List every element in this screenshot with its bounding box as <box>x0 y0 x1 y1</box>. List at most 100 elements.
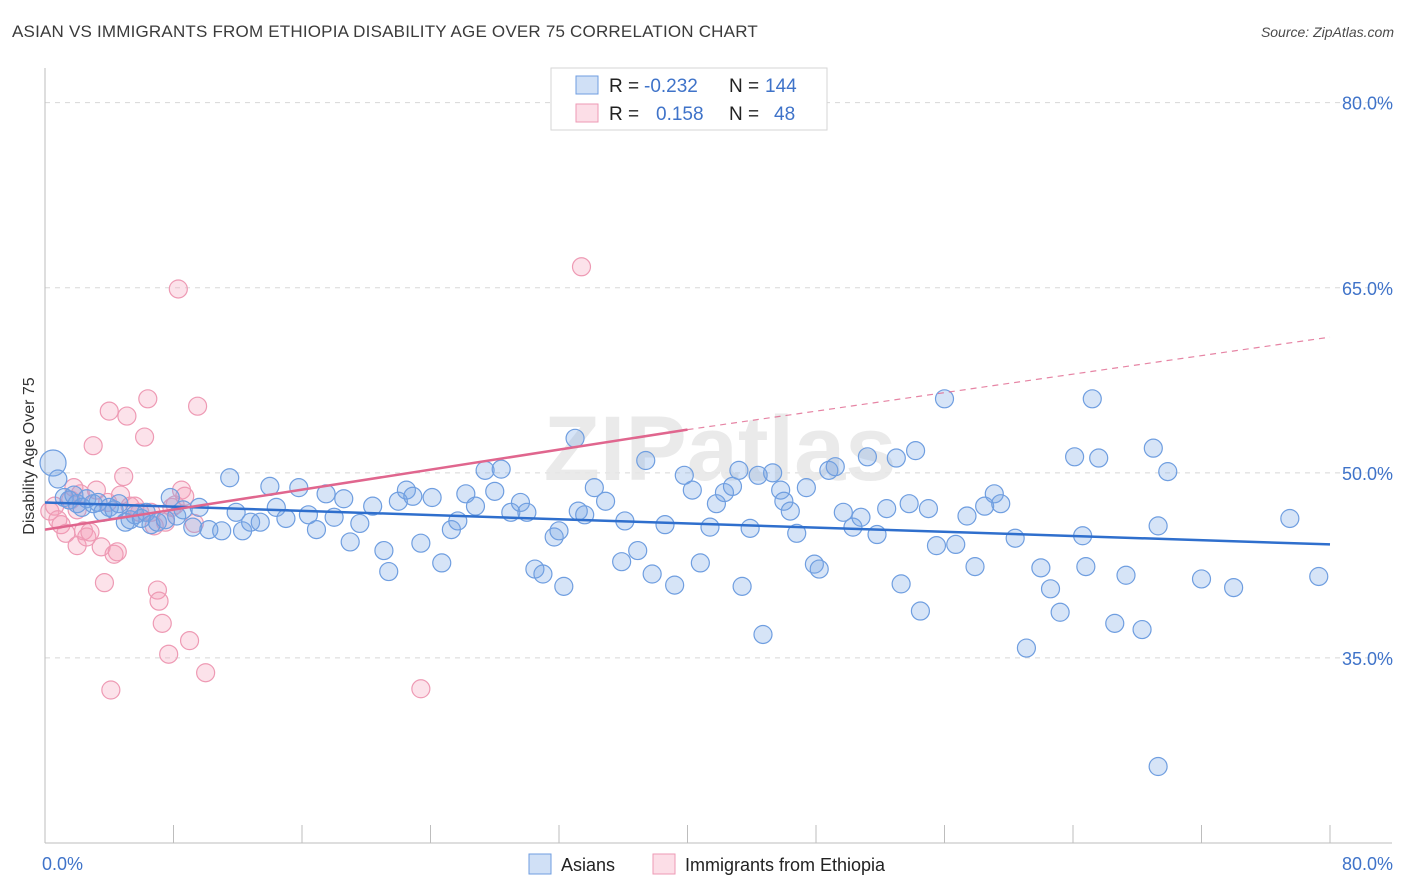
asian-point-68 <box>554 576 574 596</box>
asian-point-92 <box>753 624 773 645</box>
asian-point-82 <box>682 480 702 500</box>
asian-point-75 <box>612 552 632 572</box>
ethiopia-point-40 <box>179 631 200 651</box>
ethiopia-point-11 <box>80 522 100 542</box>
asian-point-37 <box>289 478 309 498</box>
asian-point-89 <box>732 576 752 596</box>
asian-point-80 <box>665 575 685 595</box>
asian-point-103 <box>833 502 853 522</box>
asian-point-108 <box>877 499 897 519</box>
asian-point-85 <box>706 494 727 514</box>
asian-point-123 <box>1005 528 1025 548</box>
asian-point-46 <box>374 540 394 561</box>
asian-point-98 <box>796 478 816 498</box>
asian-point-51 <box>411 533 431 553</box>
asian-point-43 <box>340 532 360 552</box>
asian-point-128 <box>1065 447 1085 467</box>
legend-n-label-2: N = <box>729 104 759 125</box>
asian-point-112 <box>905 441 926 461</box>
ethiopia-point-32 <box>152 613 172 633</box>
asian-point-48 <box>388 491 408 511</box>
asian-point-113 <box>910 601 931 621</box>
asian-point-91 <box>748 465 768 485</box>
bottom-legend-swatch-ethiopia <box>652 853 676 875</box>
asian-point-33 <box>250 512 270 532</box>
asian-trend-line <box>44 501 1331 546</box>
asian-point-135 <box>1132 619 1152 640</box>
asian-point-121 <box>984 484 1004 504</box>
legend-swatch-ethiopia <box>575 103 599 123</box>
y-tick-label-3: 80.0% <box>1342 94 1393 114</box>
asian-point-140 <box>1191 569 1212 589</box>
asian-point-76 <box>628 540 648 561</box>
asian-point-105 <box>851 507 871 527</box>
asian-point-127 <box>1050 602 1070 622</box>
y-axis-label: Disability Age Over 75 <box>21 377 38 535</box>
asian-point-9 <box>88 492 108 513</box>
asian-point-62 <box>510 492 531 513</box>
ethiopia-point-37 <box>168 279 188 299</box>
y-tick-label-2: 65.0% <box>1342 279 1393 299</box>
ethiopia-point-18 <box>104 544 124 564</box>
asian-point-1 <box>48 469 68 489</box>
asian-point-116 <box>934 389 955 409</box>
asian-point-79 <box>655 515 675 535</box>
asian-point-36 <box>276 508 296 529</box>
y-tick-label-1: 50.0% <box>1342 464 1393 484</box>
asian-point-88 <box>729 460 749 480</box>
legend-r-value-1: -0.232 <box>644 76 698 97</box>
asian-point-69 <box>565 428 585 448</box>
ethiopia-point-22 <box>117 406 137 426</box>
legend-n-value-1: 144 <box>765 76 797 97</box>
asian-point-78 <box>642 564 662 584</box>
ethiopia-point-27 <box>138 389 158 409</box>
ethiopia-point-34 <box>159 644 179 664</box>
bottom-legend-swatch-asians <box>528 853 552 875</box>
asian-point-133 <box>1105 613 1125 633</box>
bottom-legend-asians: Asians <box>561 855 615 875</box>
asian-point-45 <box>363 496 383 516</box>
asian-point-124 <box>1016 638 1037 658</box>
asian-point-28 <box>212 521 232 541</box>
ethiopia-point-43 <box>196 663 216 683</box>
asian-point-97 <box>787 523 807 543</box>
asian-point-90 <box>740 518 760 538</box>
chart-title: ASIAN VS IMMIGRANTS FROM ETHIOPIA DISABI… <box>12 22 758 41</box>
asian-point-58 <box>475 460 495 480</box>
x-tick-label-1: 80.0% <box>1342 854 1393 874</box>
asian-point-139 <box>1148 756 1168 777</box>
asian-point-109 <box>886 448 906 468</box>
series-legend: Asians Immigrants from Ethiopia <box>528 853 886 875</box>
legend-r-label-2: R = <box>609 104 639 125</box>
ethiopia-point-15 <box>94 573 115 593</box>
asian-point-67 <box>549 521 569 541</box>
grid-lines <box>45 102 1392 659</box>
asian-point-44 <box>350 513 370 534</box>
legend-swatch-asians <box>575 75 599 95</box>
asian-point-117 <box>946 534 966 555</box>
ethiopia-points <box>40 257 592 700</box>
asian-point-25 <box>183 517 203 537</box>
ethiopia-point-26 <box>134 427 155 447</box>
legend-r-label-1: R = <box>609 76 639 97</box>
asian-point-77 <box>636 450 656 471</box>
asian-point-119 <box>965 557 985 577</box>
asian-point-65 <box>533 564 553 584</box>
asian-point-142 <box>1280 508 1300 529</box>
asian-point-53 <box>432 553 452 573</box>
ethiopia-point-17 <box>99 401 119 421</box>
asian-point-130 <box>1076 557 1096 577</box>
ethiopia-point-21 <box>114 466 134 487</box>
asian-point-52 <box>422 487 442 508</box>
trend-lines <box>44 336 1331 546</box>
x-tick-label-0: 0.0% <box>42 854 83 874</box>
tick-labels: 35.0% 50.0% 65.0% 80.0% 0.0% 80.0% <box>42 94 1393 874</box>
bottom-legend-ethiopia: Immigrants from Ethiopia <box>685 855 886 875</box>
legend-n-label-1: N = <box>729 76 759 97</box>
asian-point-47 <box>379 561 399 582</box>
asian-point-114 <box>918 499 939 519</box>
asian-point-42 <box>334 489 354 509</box>
asian-point-0 <box>39 449 67 477</box>
asian-point-29 <box>220 468 240 488</box>
